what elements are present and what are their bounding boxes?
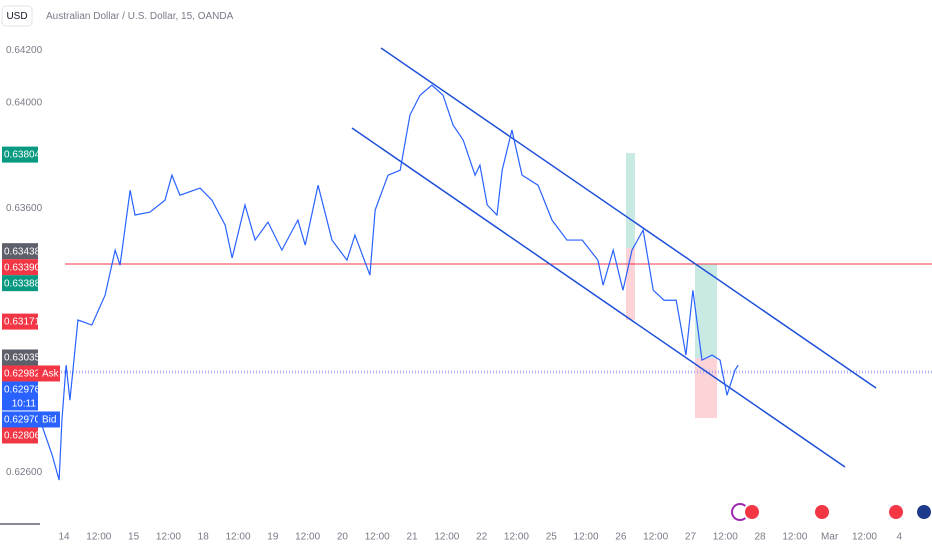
price-badge-label: 0.63438 <box>4 246 41 257</box>
x-tick-label: 26 <box>615 532 627 543</box>
x-tick-label: 15 <box>128 532 140 543</box>
price-badge-label: 0.62976 <box>4 385 41 396</box>
x-tick-label: 12:00 <box>156 532 181 543</box>
event-icons <box>731 503 932 521</box>
countdown: 10:11 <box>12 399 37 410</box>
event-icon[interactable] <box>887 503 905 521</box>
price-line <box>39 84 739 481</box>
x-tick-label: 22 <box>476 532 488 543</box>
x-tick-label: 12:00 <box>434 532 459 543</box>
badge-tag <box>38 411 60 428</box>
price-badge <box>2 243 38 260</box>
price-badge-label: 0.63035 <box>4 353 41 364</box>
y-tick-label: 0.62600 <box>6 467 43 478</box>
price-badge <box>2 381 38 398</box>
event-icon[interactable] <box>813 503 831 521</box>
x-tick-label: 18 <box>198 532 210 543</box>
y-tick-label: 0.64000 <box>6 98 43 109</box>
badge-tag-label: Bid <box>42 415 56 426</box>
countdown-badge <box>2 396 38 411</box>
x-tick-label: 27 <box>685 532 697 543</box>
x-tick-label: 4 <box>897 532 903 543</box>
price-badge <box>2 365 38 382</box>
x-tick-label: 12:00 <box>226 532 251 543</box>
x-tick-label: 12:00 <box>852 532 877 543</box>
x-tick-label: 12:00 <box>643 532 668 543</box>
price-badge <box>2 411 38 428</box>
x-tick-label: 12:00 <box>504 532 529 543</box>
event-icon[interactable] <box>743 503 761 521</box>
channel-upper <box>380 47 877 389</box>
price-badge-label: 0.63388 <box>4 278 41 289</box>
price-badge-label: 0.63390 <box>4 262 41 273</box>
price-badge <box>2 259 38 276</box>
position-loss <box>626 248 635 320</box>
x-tick-label: 12:00 <box>86 532 111 543</box>
position-profit <box>695 264 717 358</box>
x-tick-label: Mar <box>821 532 839 543</box>
x-tick-label: 20 <box>337 532 349 543</box>
x-tick-label: 12:00 <box>574 532 599 543</box>
x-tick-label: 12:00 <box>365 532 390 543</box>
position-profit <box>626 153 635 248</box>
price-badge-label: 0.62970 <box>4 415 41 426</box>
price-badge <box>2 146 38 163</box>
badge-tag <box>38 365 60 382</box>
event-icon[interactable] <box>915 503 932 521</box>
price-badge-label: 0.63804 <box>4 150 41 161</box>
currency[interactable]: USD <box>6 11 27 22</box>
channel-lower <box>351 127 846 468</box>
symbol-title: Australian Dollar / U.S. Dollar, 15, OAN… <box>46 11 234 22</box>
price-badge <box>2 275 38 292</box>
price-badge-label: 0.62806 <box>4 431 41 442</box>
x-tick-label: 28 <box>755 532 767 543</box>
price-badge-label: 0.63171 <box>4 317 41 328</box>
currency-button[interactable] <box>1 5 33 27</box>
x-tick-label: 14 <box>58 532 70 543</box>
x-tick-label: 12:00 <box>713 532 738 543</box>
price-badge-label: 0.62982 <box>4 369 41 380</box>
price-badge <box>2 313 38 330</box>
x-tick-label: 12:00 <box>295 532 320 543</box>
x-tick-label: 19 <box>267 532 279 543</box>
price-badge <box>2 349 38 366</box>
x-tick-label: 25 <box>546 532 558 543</box>
y-tick-label: 0.63600 <box>6 203 43 214</box>
x-tick-label: 12:00 <box>782 532 807 543</box>
y-tick-label: 0.64200 <box>6 45 43 56</box>
price-badge <box>2 427 38 444</box>
badge-tag-label: Ask <box>42 369 60 380</box>
x-tick-label: 21 <box>406 532 418 543</box>
